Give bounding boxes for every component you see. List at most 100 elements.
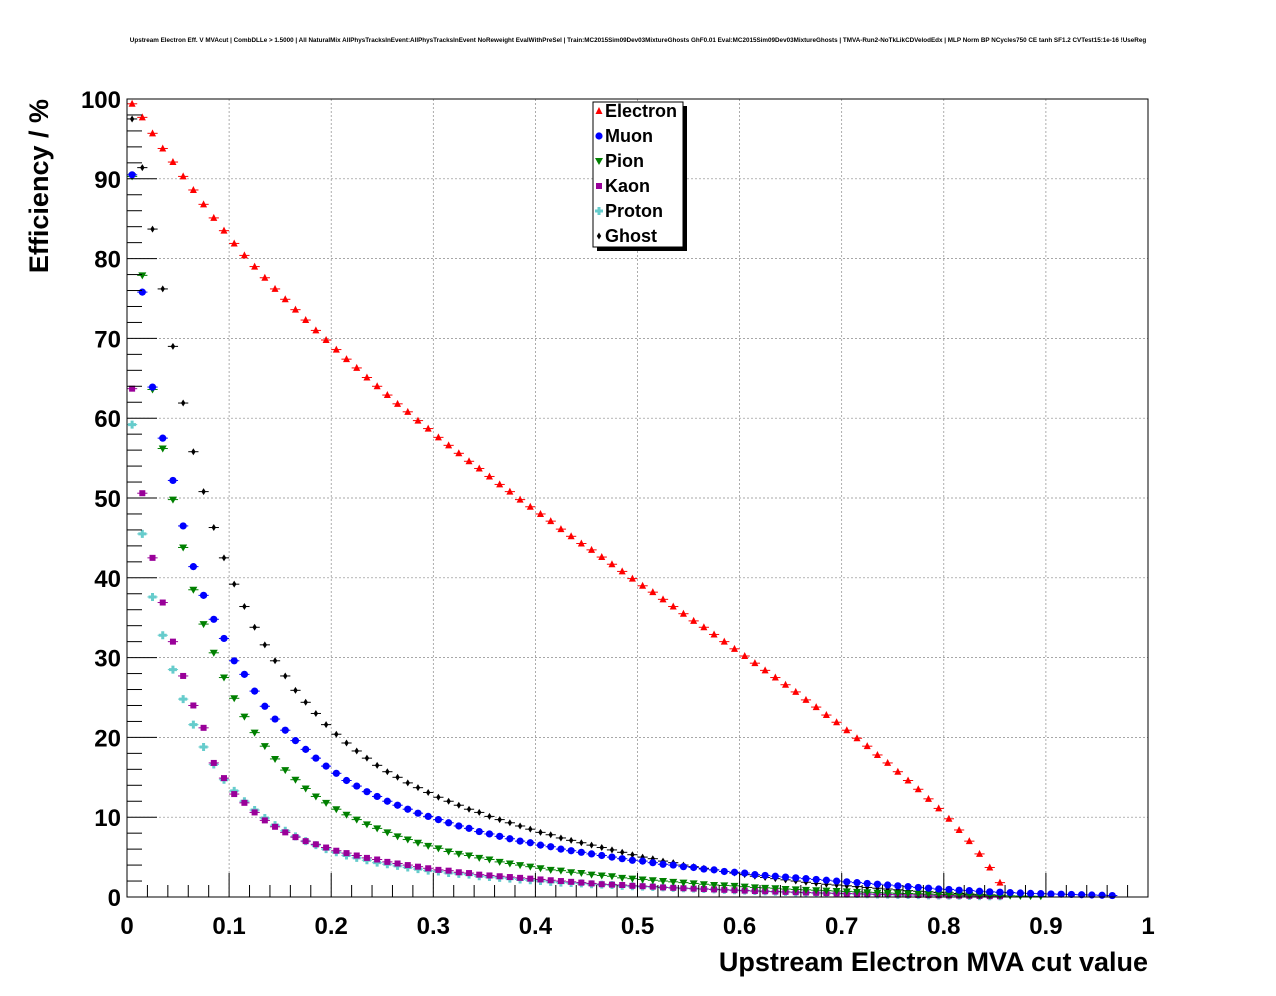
data-point xyxy=(138,113,146,121)
data-point xyxy=(669,861,677,869)
data-point xyxy=(475,854,484,862)
data-point xyxy=(689,880,698,888)
data-point xyxy=(853,879,861,887)
data-point xyxy=(649,588,657,596)
data-point xyxy=(965,837,973,845)
data-point xyxy=(465,852,474,860)
data-point xyxy=(332,345,340,353)
x-tick-label: 0.2 xyxy=(315,913,348,940)
data-point xyxy=(517,822,523,830)
legend-label: Pion xyxy=(605,151,644,171)
legend-entry-ghost: Ghost xyxy=(596,226,657,246)
data-point xyxy=(711,886,718,893)
data-point xyxy=(158,631,167,640)
legend-marker xyxy=(595,158,603,165)
data-point xyxy=(731,887,738,894)
data-point xyxy=(455,449,463,457)
data-point xyxy=(700,865,708,873)
chart-title: Upstream Electron Eff. V MVAcut | CombDL… xyxy=(130,37,1147,44)
data-point xyxy=(546,866,555,874)
data-point xyxy=(332,806,341,814)
data-point xyxy=(802,875,810,883)
data-point xyxy=(812,875,820,884)
data-point xyxy=(618,855,626,863)
y-tick-label: 90 xyxy=(94,167,121,194)
y-tick-label: 30 xyxy=(94,646,121,673)
data-point xyxy=(434,815,443,824)
data-point xyxy=(792,687,800,695)
data-point xyxy=(822,876,830,884)
data-point xyxy=(497,816,502,824)
data-point xyxy=(138,288,146,296)
data-point xyxy=(832,888,841,896)
data-point xyxy=(791,886,800,894)
data-point xyxy=(618,874,627,882)
data-point xyxy=(557,845,565,853)
data-point xyxy=(414,863,421,870)
data-point xyxy=(710,882,719,890)
data-point xyxy=(343,850,350,857)
data-point xyxy=(353,363,361,371)
data-point xyxy=(434,433,442,441)
data-point xyxy=(210,213,218,221)
data-point xyxy=(721,886,728,893)
data-point xyxy=(199,591,208,599)
data-point xyxy=(945,885,953,894)
data-point xyxy=(251,687,259,695)
data-point xyxy=(832,877,841,885)
data-point xyxy=(485,830,494,838)
data-point xyxy=(577,848,585,856)
series-proton xyxy=(127,420,1006,901)
x-tick-label: 0.9 xyxy=(1029,913,1062,940)
data-point xyxy=(527,875,534,882)
data-point xyxy=(455,869,462,876)
data-point xyxy=(240,670,249,678)
data-series xyxy=(127,99,1118,901)
data-point xyxy=(1006,889,1014,897)
legend-label: Kaon xyxy=(605,176,650,196)
data-point xyxy=(700,623,708,631)
data-point xyxy=(730,868,739,876)
data-point xyxy=(393,833,402,841)
data-point xyxy=(567,532,575,540)
legend-marker xyxy=(596,232,602,240)
data-point xyxy=(914,890,923,898)
data-point xyxy=(169,158,177,166)
data-point xyxy=(934,891,943,899)
data-point xyxy=(434,845,443,853)
data-point xyxy=(996,888,1004,896)
legend-entry-proton: Proton xyxy=(595,201,663,221)
data-point xyxy=(435,866,442,873)
data-point xyxy=(1047,890,1055,898)
x-tick-label: 0.3 xyxy=(417,913,450,940)
data-point xyxy=(395,773,400,781)
data-point xyxy=(220,775,227,782)
data-point xyxy=(598,851,606,860)
data-point xyxy=(730,882,739,890)
data-point xyxy=(201,488,206,496)
data-point xyxy=(454,850,463,858)
data-point xyxy=(301,785,310,793)
data-point xyxy=(526,839,534,847)
data-point xyxy=(884,881,892,889)
data-point xyxy=(353,782,361,790)
data-point xyxy=(475,464,483,472)
data-point xyxy=(639,857,647,865)
data-point xyxy=(680,885,687,892)
data-point xyxy=(751,871,759,879)
data-point xyxy=(690,863,698,872)
data-point xyxy=(221,554,227,562)
x-axis-title: Upstream Electron MVA cut value xyxy=(719,947,1148,977)
data-point xyxy=(863,742,871,750)
data-point xyxy=(149,554,156,561)
x-tick-label: 0.1 xyxy=(212,913,245,940)
data-point xyxy=(944,891,953,899)
data-point xyxy=(344,739,349,747)
data-point xyxy=(659,878,668,886)
data-point xyxy=(252,623,257,631)
data-point xyxy=(517,874,524,881)
data-point xyxy=(955,891,964,899)
data-point xyxy=(496,480,504,488)
data-point xyxy=(189,185,197,193)
